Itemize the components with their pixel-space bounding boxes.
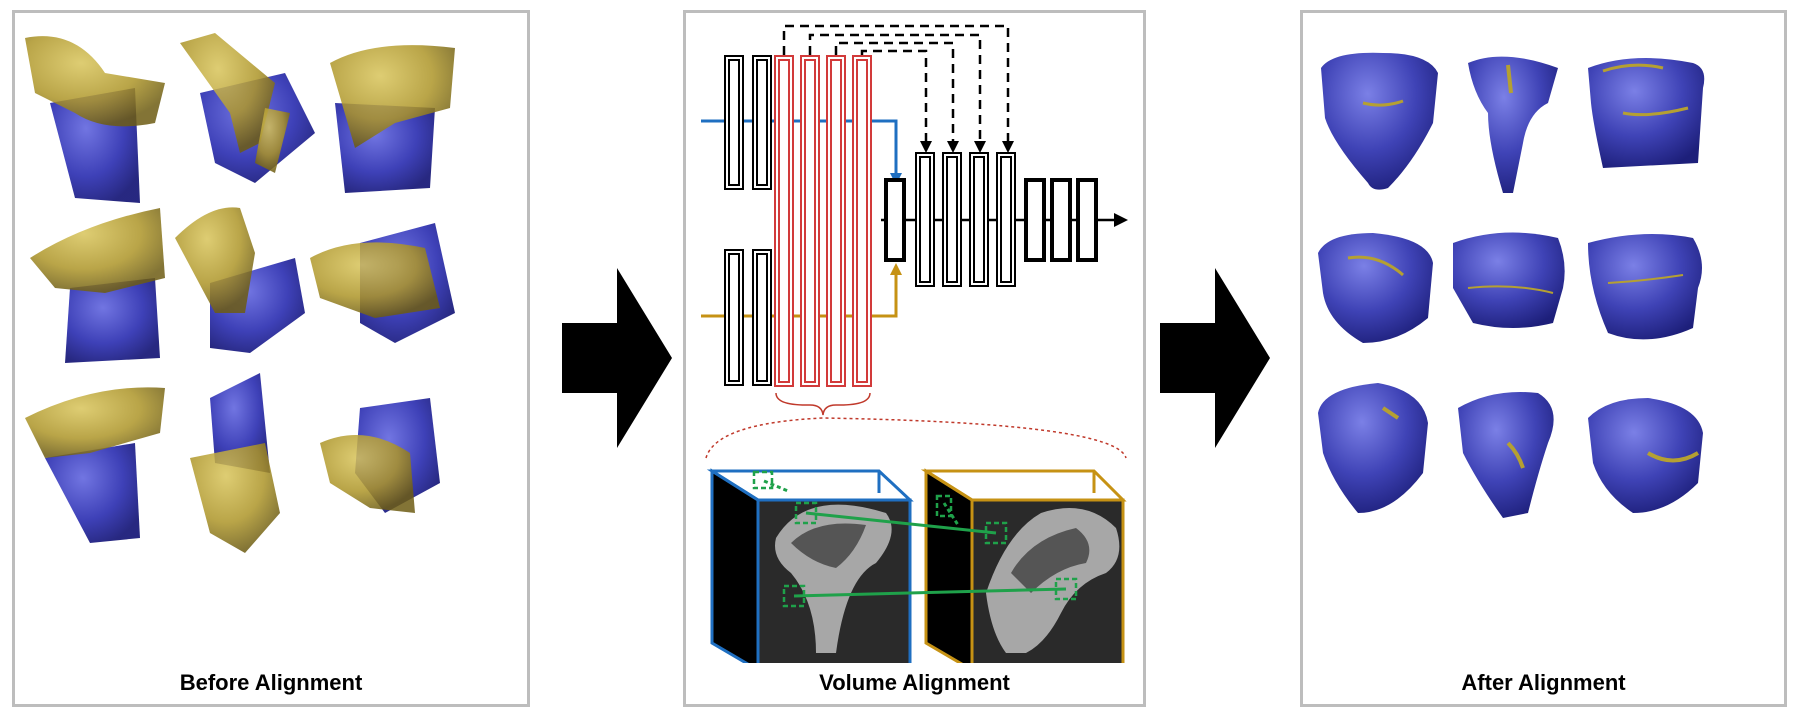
right-arrow-icon [562,268,672,448]
after-alignment-caption: After Alignment [1461,670,1626,695]
bone-model-1 [25,36,165,203]
skip-arrowheads [920,141,1014,153]
shared-blocks [774,55,872,387]
brace [775,392,871,416]
volume-alignment-caption: Volume Alignment [819,670,1010,695]
bone-model-2 [180,33,315,183]
bone-model-aligned-5 [1453,232,1565,328]
volume-alignment-panel: Volume Alignment [683,10,1146,707]
misaligned-bones-grid [25,33,455,553]
bone-model-aligned-1 [1321,52,1438,190]
keypoint-boxes [752,470,1078,608]
before-alignment-panel: Before Alignment [12,10,530,707]
bone-model-4 [30,208,165,363]
bone-model-3 [330,45,455,193]
bone-model-aligned-6 [1588,234,1702,340]
decoder-blocks [884,152,1098,287]
keypoint-matches [763,479,1067,598]
skip-connections [782,24,1010,143]
right-arrow-icon [1160,268,1270,448]
bone-model-aligned-2 [1468,56,1558,193]
bone-model-aligned-7 [1318,383,1428,513]
bone-model-aligned-3 [1588,58,1705,168]
aligned-bones-grid [1318,52,1705,518]
bone-model-aligned-9 [1588,398,1703,513]
bone-model-8 [190,373,280,553]
before-alignment-caption: Before Alignment [179,670,363,695]
bone-model-5 [175,207,305,353]
ct-volume-blue [706,468,914,663]
bone-model-aligned-8 [1458,392,1554,518]
network-diagram [701,24,1128,663]
bone-model-aligned-4 [1318,233,1433,343]
zoom-bracket [705,417,1127,459]
bone-model-9 [320,398,440,513]
ct-volume-gold [920,468,1127,663]
bone-model-7 [25,387,165,543]
after-alignment-panel: After Alignment [1300,10,1787,707]
bone-model-6 [310,223,455,343]
encoder-blocks [724,55,772,386]
